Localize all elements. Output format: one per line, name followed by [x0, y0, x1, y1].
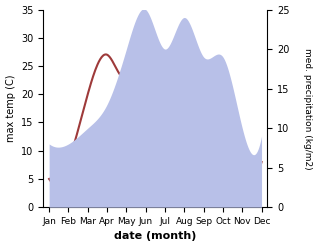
- Y-axis label: max temp (C): max temp (C): [5, 75, 16, 142]
- Y-axis label: med. precipitation (kg/m2): med. precipitation (kg/m2): [303, 48, 313, 169]
- X-axis label: date (month): date (month): [114, 231, 197, 242]
